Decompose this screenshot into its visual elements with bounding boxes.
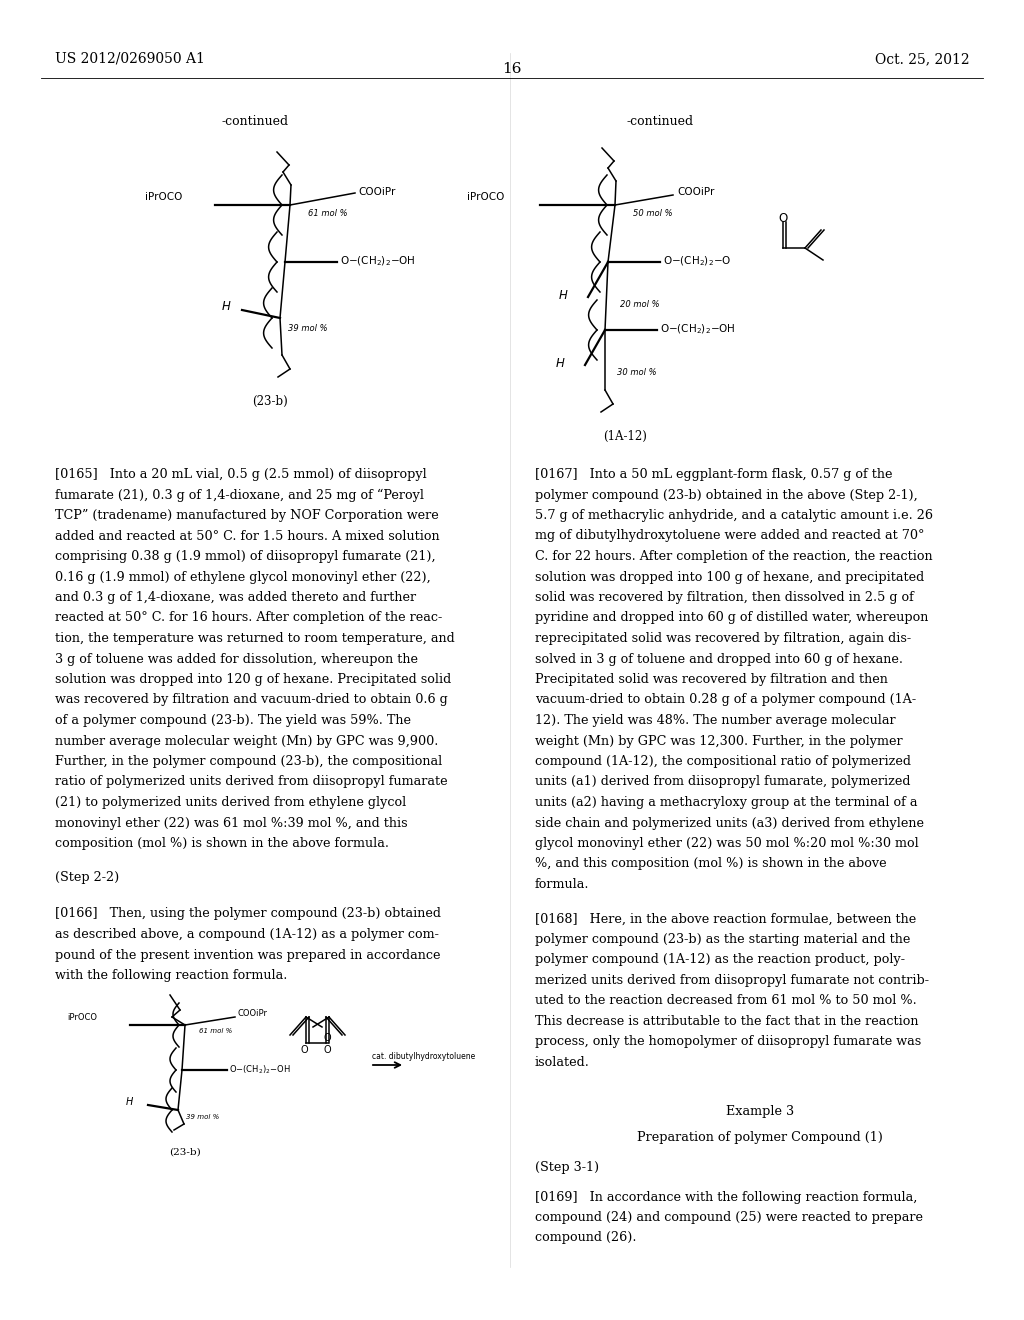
Text: 30 mol %: 30 mol % bbox=[617, 368, 656, 378]
Text: O: O bbox=[778, 213, 787, 224]
Text: compound (26).: compound (26). bbox=[535, 1232, 637, 1245]
Text: O: O bbox=[324, 1045, 331, 1055]
Text: solution was dropped into 120 g of hexane. Precipitated solid: solution was dropped into 120 g of hexan… bbox=[55, 673, 452, 686]
Text: H: H bbox=[222, 300, 230, 313]
Text: 16: 16 bbox=[502, 62, 522, 77]
Text: composition (mol %) is shown in the above formula.: composition (mol %) is shown in the abov… bbox=[55, 837, 389, 850]
Text: ratio of polymerized units derived from diisopropyl fumarate: ratio of polymerized units derived from … bbox=[55, 776, 447, 788]
Text: polymer compound (23-b) as the starting material and the: polymer compound (23-b) as the starting … bbox=[535, 933, 910, 946]
Text: solid was recovered by filtration, then dissolved in 2.5 g of: solid was recovered by filtration, then … bbox=[535, 591, 913, 605]
Text: of a polymer compound (23-b). The yield was 59%. The: of a polymer compound (23-b). The yield … bbox=[55, 714, 411, 727]
Text: comprising 0.38 g (1.9 mmol) of diisopropyl fumarate (21),: comprising 0.38 g (1.9 mmol) of diisopro… bbox=[55, 550, 435, 564]
Text: 5.7 g of methacrylic anhydride, and a catalytic amount i.e. 26: 5.7 g of methacrylic anhydride, and a ca… bbox=[535, 510, 933, 521]
Text: Example 3: Example 3 bbox=[726, 1105, 794, 1118]
Text: 50 mol %: 50 mol % bbox=[633, 209, 673, 218]
Text: O$-$(CH$_2$)$_2$$-$OH: O$-$(CH$_2$)$_2$$-$OH bbox=[340, 253, 416, 268]
Text: pound of the present invention was prepared in accordance: pound of the present invention was prepa… bbox=[55, 949, 440, 961]
Text: COOiPr: COOiPr bbox=[677, 187, 715, 197]
Text: compound (24) and compound (25) were reacted to prepare: compound (24) and compound (25) were rea… bbox=[535, 1210, 923, 1224]
Text: polymer compound (1A-12) as the reaction product, poly-: polymer compound (1A-12) as the reaction… bbox=[535, 953, 905, 966]
Text: fumarate (21), 0.3 g of 1,4-dioxane, and 25 mg of “Peroyl: fumarate (21), 0.3 g of 1,4-dioxane, and… bbox=[55, 488, 424, 502]
Text: glycol monovinyl ether (22) was 50 mol %:20 mol %:30 mol: glycol monovinyl ether (22) was 50 mol %… bbox=[535, 837, 919, 850]
Text: as described above, a compound (1A-12) as a polymer com-: as described above, a compound (1A-12) a… bbox=[55, 928, 439, 941]
Text: %, and this composition (mol %) is shown in the above: %, and this composition (mol %) is shown… bbox=[535, 858, 887, 870]
Text: monovinyl ether (22) was 61 mol %:39 mol %, and this: monovinyl ether (22) was 61 mol %:39 mol… bbox=[55, 817, 408, 829]
Text: was recovered by filtration and vacuum-dried to obtain 0.6 g: was recovered by filtration and vacuum-d… bbox=[55, 693, 447, 706]
Text: solved in 3 g of toluene and dropped into 60 g of hexane.: solved in 3 g of toluene and dropped int… bbox=[535, 652, 903, 665]
Text: 20 mol %: 20 mol % bbox=[620, 300, 659, 309]
Text: with the following reaction formula.: with the following reaction formula. bbox=[55, 969, 288, 982]
Text: O$-$(CH$_2$)$_2$$-$O: O$-$(CH$_2$)$_2$$-$O bbox=[663, 253, 731, 268]
Text: 39 mol %: 39 mol % bbox=[186, 1114, 219, 1119]
Text: reprecipitated solid was recovered by filtration, again dis-: reprecipitated solid was recovered by fi… bbox=[535, 632, 911, 645]
Text: COOiPr: COOiPr bbox=[238, 1008, 268, 1018]
Text: process, only the homopolymer of diisopropyl fumarate was: process, only the homopolymer of diisopr… bbox=[535, 1035, 922, 1048]
Text: O: O bbox=[324, 1034, 332, 1043]
Text: iPrOCO: iPrOCO bbox=[67, 1014, 97, 1023]
Text: [0169]   In accordance with the following reaction formula,: [0169] In accordance with the following … bbox=[535, 1191, 918, 1204]
Text: 3 g of toluene was added for dissolution, whereupon the: 3 g of toluene was added for dissolution… bbox=[55, 652, 418, 665]
Text: H: H bbox=[559, 289, 568, 302]
Text: 39 mol %: 39 mol % bbox=[288, 323, 328, 333]
Text: tion, the temperature was returned to room temperature, and: tion, the temperature was returned to ro… bbox=[55, 632, 455, 645]
Text: formula.: formula. bbox=[535, 878, 590, 891]
Text: units (a2) having a methacryloxy group at the terminal of a: units (a2) having a methacryloxy group a… bbox=[535, 796, 918, 809]
Text: compound (1A-12), the compositional ratio of polymerized: compound (1A-12), the compositional rati… bbox=[535, 755, 911, 768]
Text: COOiPr: COOiPr bbox=[358, 187, 395, 197]
Text: US 2012/0269050 A1: US 2012/0269050 A1 bbox=[55, 51, 205, 66]
Text: H: H bbox=[556, 356, 565, 370]
Text: 61 mol %: 61 mol % bbox=[199, 1028, 232, 1034]
Text: C. for 22 hours. After completion of the reaction, the reaction: C. for 22 hours. After completion of the… bbox=[535, 550, 933, 564]
Text: polymer compound (23-b) obtained in the above (Step 2-1),: polymer compound (23-b) obtained in the … bbox=[535, 488, 918, 502]
Text: 12). The yield was 48%. The number average molecular: 12). The yield was 48%. The number avera… bbox=[535, 714, 896, 727]
Text: number average molecular weight (Mn) by GPC was 9,900.: number average molecular weight (Mn) by … bbox=[55, 734, 438, 747]
Text: vacuum-dried to obtain 0.28 g of a polymer compound (1A-: vacuum-dried to obtain 0.28 g of a polym… bbox=[535, 693, 916, 706]
Text: uted to the reaction decreased from 61 mol % to 50 mol %.: uted to the reaction decreased from 61 m… bbox=[535, 994, 916, 1007]
Text: (Step 2-2): (Step 2-2) bbox=[55, 871, 119, 884]
Text: [0167]   Into a 50 mL eggplant-form flask, 0.57 g of the: [0167] Into a 50 mL eggplant-form flask,… bbox=[535, 469, 893, 480]
Text: [0165]   Into a 20 mL vial, 0.5 g (2.5 mmol) of diisopropyl: [0165] Into a 20 mL vial, 0.5 g (2.5 mmo… bbox=[55, 469, 427, 480]
Text: iPrOCO: iPrOCO bbox=[467, 191, 505, 202]
Text: O$-$(CH$_2$)$_2$$-$OH: O$-$(CH$_2$)$_2$$-$OH bbox=[660, 322, 735, 335]
Text: solution was dropped into 100 g of hexane, and precipitated: solution was dropped into 100 g of hexan… bbox=[535, 570, 925, 583]
Text: added and reacted at 50° C. for 1.5 hours. A mixed solution: added and reacted at 50° C. for 1.5 hour… bbox=[55, 529, 439, 543]
Text: (21) to polymerized units derived from ethylene glycol: (21) to polymerized units derived from e… bbox=[55, 796, 407, 809]
Text: (Step 3-1): (Step 3-1) bbox=[535, 1160, 599, 1173]
Text: Oct. 25, 2012: Oct. 25, 2012 bbox=[876, 51, 970, 66]
Text: (1A-12): (1A-12) bbox=[603, 430, 647, 444]
Text: TCP” (tradename) manufactured by NOF Corporation were: TCP” (tradename) manufactured by NOF Cor… bbox=[55, 510, 438, 521]
Text: iPrOCO: iPrOCO bbox=[145, 191, 182, 202]
Text: H: H bbox=[126, 1097, 133, 1107]
Text: [0166]   Then, using the polymer compound (23-b) obtained: [0166] Then, using the polymer compound … bbox=[55, 908, 441, 920]
Text: mg of dibutylhydroxytoluene were added and reacted at 70°: mg of dibutylhydroxytoluene were added a… bbox=[535, 529, 925, 543]
Text: O$-$(CH$_2$)$_2$$-$OH: O$-$(CH$_2$)$_2$$-$OH bbox=[229, 1063, 291, 1076]
Text: merized units derived from diisopropyl fumarate not contrib-: merized units derived from diisopropyl f… bbox=[535, 974, 929, 987]
Text: 0.16 g (1.9 mmol) of ethylene glycol monovinyl ether (22),: 0.16 g (1.9 mmol) of ethylene glycol mon… bbox=[55, 570, 431, 583]
Text: This decrease is attributable to the fact that in the reaction: This decrease is attributable to the fac… bbox=[535, 1015, 919, 1028]
Text: weight (Mn) by GPC was 12,300. Further, in the polymer: weight (Mn) by GPC was 12,300. Further, … bbox=[535, 734, 902, 747]
Text: pyridine and dropped into 60 g of distilled water, whereupon: pyridine and dropped into 60 g of distil… bbox=[535, 611, 929, 624]
Text: -continued: -continued bbox=[627, 115, 693, 128]
Text: side chain and polymerized units (a3) derived from ethylene: side chain and polymerized units (a3) de… bbox=[535, 817, 924, 829]
Text: O: O bbox=[300, 1045, 308, 1055]
Text: -continued: -continued bbox=[221, 115, 289, 128]
Text: Further, in the polymer compound (23-b), the compositional: Further, in the polymer compound (23-b),… bbox=[55, 755, 442, 768]
Text: (23-b): (23-b) bbox=[252, 395, 288, 408]
Text: units (a1) derived from diisopropyl fumarate, polymerized: units (a1) derived from diisopropyl fuma… bbox=[535, 776, 910, 788]
Text: and 0.3 g of 1,4-dioxane, was added thereto and further: and 0.3 g of 1,4-dioxane, was added ther… bbox=[55, 591, 416, 605]
Text: 61 mol %: 61 mol % bbox=[308, 209, 347, 218]
Text: Precipitated solid was recovered by filtration and then: Precipitated solid was recovered by filt… bbox=[535, 673, 888, 686]
Text: Preparation of polymer Compound (1): Preparation of polymer Compound (1) bbox=[637, 1130, 883, 1143]
Text: cat. dibutylhydroxytoluene: cat. dibutylhydroxytoluene bbox=[372, 1052, 475, 1061]
Text: reacted at 50° C. for 16 hours. After completion of the reac-: reacted at 50° C. for 16 hours. After co… bbox=[55, 611, 442, 624]
Text: [0168]   Here, in the above reaction formulae, between the: [0168] Here, in the above reaction formu… bbox=[535, 912, 916, 925]
Text: (23-b): (23-b) bbox=[169, 1148, 201, 1158]
Text: isolated.: isolated. bbox=[535, 1056, 590, 1069]
